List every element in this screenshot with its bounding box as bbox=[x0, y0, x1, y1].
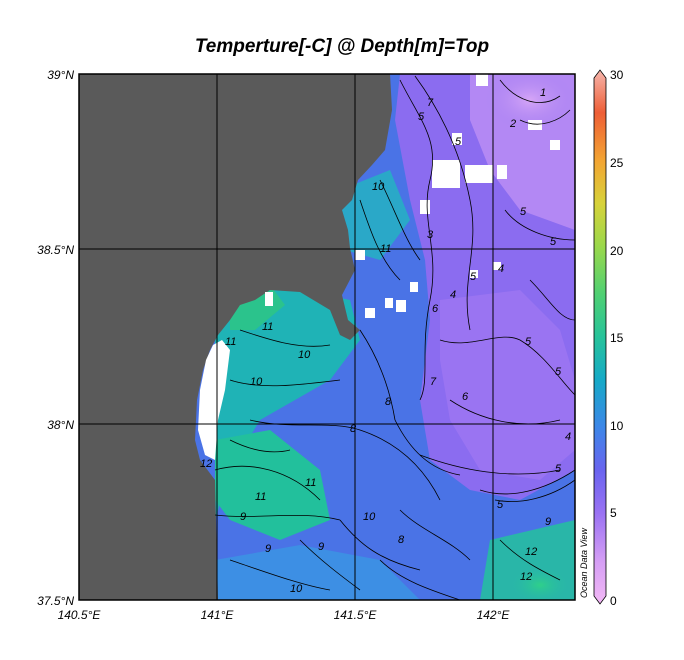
contour-label: 10 bbox=[250, 376, 263, 388]
colorbar-tick-label: 5 bbox=[610, 506, 617, 520]
contour-label: 1 bbox=[540, 87, 546, 99]
contour-label: 11 bbox=[305, 477, 316, 489]
latitude-axis: 39°N 38.5°N 38°N 37.5°N bbox=[37, 68, 74, 608]
lat-tick-label: 38°N bbox=[47, 418, 74, 432]
contour-label: 3 bbox=[427, 229, 434, 241]
contour-label: 9 bbox=[318, 541, 324, 553]
map-frame bbox=[78, 73, 576, 601]
contour-label: 11 bbox=[225, 336, 236, 348]
contour-label: 6 bbox=[432, 303, 439, 315]
colorbar-body bbox=[593, 69, 607, 605]
contour-label: 12 bbox=[520, 571, 532, 583]
contour-label: 9 bbox=[545, 516, 551, 528]
contour-label: 8 bbox=[385, 396, 392, 408]
contour-label: 8 bbox=[350, 423, 357, 435]
lat-tick-label: 37.5°N bbox=[37, 594, 74, 608]
contour-label: 6 bbox=[462, 391, 469, 403]
contour-label: 2 bbox=[509, 118, 516, 130]
contour-label: 7 bbox=[427, 97, 434, 109]
missing-data-patches bbox=[198, 74, 560, 460]
contour-label: 5 bbox=[555, 366, 562, 378]
lon-tick-label: 142°E bbox=[477, 608, 511, 622]
map-title: Temperture[-C] @ Depth[m]=Top bbox=[194, 36, 490, 57]
contour-label: 10 bbox=[372, 181, 385, 193]
lon-tick-label: 140.5°E bbox=[58, 608, 102, 622]
lat-tick-label: 38.5°N bbox=[37, 243, 74, 257]
contour-label: 10 bbox=[363, 511, 376, 523]
contour-label: 5 bbox=[520, 206, 527, 218]
odv-credit: Ocean Data View bbox=[579, 528, 589, 598]
contour-label: 10 bbox=[290, 583, 303, 595]
colorbar-tick-label: 20 bbox=[610, 244, 624, 258]
contour-label: 11 bbox=[255, 491, 266, 503]
colorbar-tick-label: 0 bbox=[610, 594, 617, 608]
colorbar-tick-label: 30 bbox=[610, 68, 624, 82]
lat-tick-label: 39°N bbox=[47, 68, 74, 82]
contour-label: 4 bbox=[565, 431, 571, 443]
contour-label: 5 bbox=[418, 111, 425, 123]
contour-label: 7 bbox=[430, 376, 437, 388]
contour-label: 12 bbox=[200, 458, 212, 470]
contour-label: 5 bbox=[470, 271, 477, 283]
contour-label: 5 bbox=[455, 136, 462, 148]
graticule bbox=[79, 74, 575, 600]
colorbar-tick-label: 15 bbox=[610, 331, 624, 345]
contour-label: 9 bbox=[240, 511, 246, 523]
contour-label: 8 bbox=[398, 534, 405, 546]
colorbar-tick-label: 25 bbox=[610, 156, 624, 170]
contour-label: 9 bbox=[265, 543, 271, 555]
contour-label: 5 bbox=[525, 336, 532, 348]
colorbar: 30 25 20 15 10 5 0 bbox=[593, 68, 624, 608]
contour-label: 12 bbox=[525, 546, 537, 558]
contour-label: 5 bbox=[555, 463, 562, 475]
contour-label-group: 7 2 1 5 5 10 11 3 5 5 5 4 4 6 5 5 7 6 4 … bbox=[200, 87, 571, 595]
lon-tick-label: 141°E bbox=[201, 608, 235, 622]
contour-label: 5 bbox=[497, 499, 504, 511]
contour-label: 10 bbox=[298, 349, 311, 361]
colorbar-tick-label: 10 bbox=[610, 419, 624, 433]
longitude-axis: 140.5°E 141°E 141.5°E 142°E bbox=[58, 608, 511, 622]
contour-label: 11 bbox=[262, 321, 273, 333]
contour-lines bbox=[214, 75, 575, 600]
contour-label: 4 bbox=[498, 263, 504, 275]
contour-label: 5 bbox=[550, 236, 557, 248]
land-mass bbox=[79, 74, 392, 600]
lon-tick-label: 141.5°E bbox=[334, 608, 378, 622]
contour-label: 4 bbox=[450, 289, 456, 301]
